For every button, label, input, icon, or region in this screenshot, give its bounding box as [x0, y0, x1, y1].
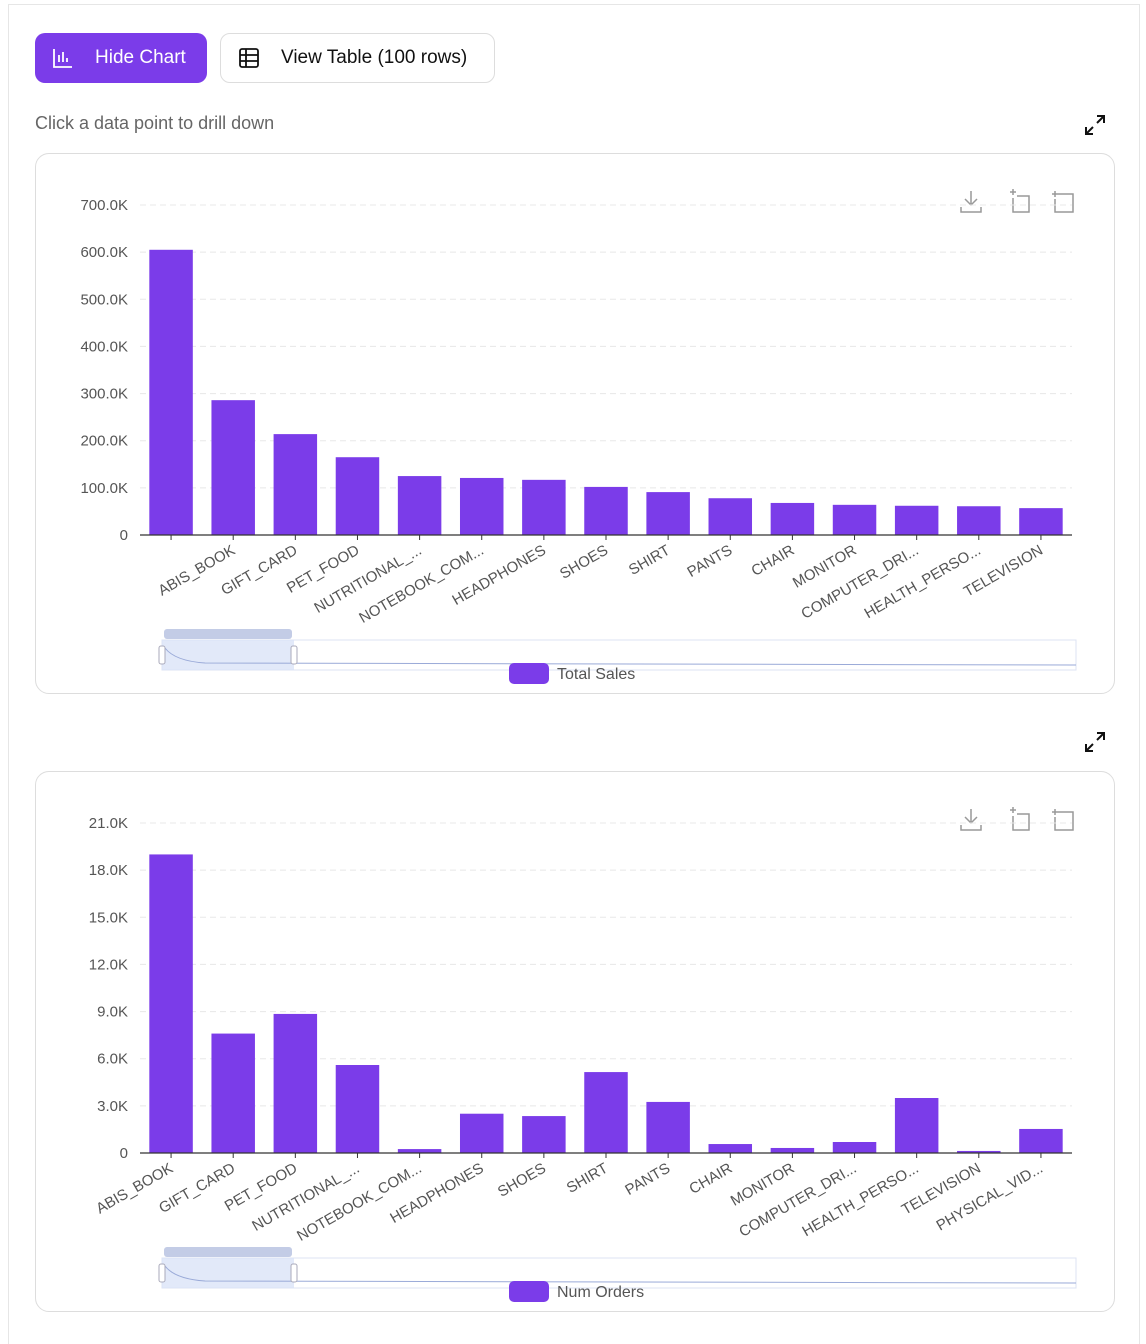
bar [957, 1150, 1001, 1153]
bar [397, 1149, 442, 1153]
bar [832, 504, 877, 535]
bar [770, 1147, 815, 1153]
bar [646, 1101, 690, 1153]
zoom-handle [158, 1263, 166, 1283]
view-table-button[interactable]: View Table (100 rows) [220, 33, 495, 83]
y-tick-label: 3.0K [97, 1098, 128, 1115]
x-tick-label: PANTS [684, 542, 735, 581]
x-tick-label: PHYSICAL_VID... [933, 1160, 1045, 1235]
x-tick-label: SHOES [495, 1160, 549, 1201]
bar [522, 1116, 566, 1153]
bar [459, 1113, 504, 1153]
bar [708, 498, 753, 535]
y-tick-label: 700.0K [80, 197, 128, 214]
y-tick-label: 0 [120, 1145, 128, 1162]
x-tick-label: HEALTH_PERSO... [799, 1160, 921, 1240]
bar [770, 502, 815, 535]
y-tick-label: 18.0K [89, 862, 128, 879]
bar [1019, 1128, 1063, 1153]
y-tick-label: 300.0K [80, 386, 128, 403]
x-tick-label: COMPUTER_DRI... [736, 1160, 859, 1241]
bar [1019, 508, 1063, 535]
x-tick-label: PANTS [622, 1160, 673, 1199]
legend-label: Num Orders [557, 1284, 644, 1301]
zoom-slider-grip [164, 629, 292, 639]
hint-text: Click a data point to drill down [35, 113, 275, 133]
zoom-slider-preview [164, 1265, 1077, 1284]
y-tick-label: 9.0K [97, 1004, 128, 1021]
bar [832, 1142, 877, 1153]
zoom-slider-window [162, 1258, 294, 1288]
bar [273, 1013, 318, 1153]
hide-chart-button[interactable]: Hide Chart [35, 33, 207, 83]
zoom-slider-grip [164, 1247, 292, 1257]
zoom-slider-window [162, 640, 294, 670]
x-tick-label: SHOES [557, 542, 611, 583]
y-tick-label: 0 [120, 527, 128, 544]
bar [397, 476, 442, 535]
frame [8, 4, 1140, 1344]
bar [584, 1072, 628, 1153]
chart: 0 100.0K 200.0K 300.0K 400.0K 500.0K 600.0K 700… [80, 189, 1077, 684]
reset-icon[interactable] [1052, 809, 1074, 831]
x-tick-label: SHIRT [564, 1160, 611, 1197]
bar [459, 477, 504, 535]
bar [522, 479, 566, 535]
toolbox [960, 189, 1074, 213]
zoom-icon[interactable] [1010, 807, 1030, 831]
y-tick-label: 100.0K [80, 480, 128, 497]
bar [149, 854, 193, 1153]
y-tick-label: 400.0K [80, 338, 128, 355]
x-tick-label: SHIRT [626, 542, 673, 579]
y-tick-label: 500.0K [80, 291, 128, 308]
zoom-handle [158, 645, 166, 665]
view-table-label: View Table (100 rows) [281, 47, 468, 68]
bar [708, 1144, 753, 1153]
bar [335, 457, 380, 535]
legend-swatch [509, 663, 549, 684]
zoom-icon[interactable] [1010, 189, 1030, 213]
bar [894, 505, 939, 535]
y-tick-label: 21.0K [89, 815, 128, 832]
zoom-handle [290, 1263, 298, 1283]
bar [894, 1098, 939, 1153]
download-icon[interactable] [960, 809, 982, 831]
bar [335, 1065, 380, 1153]
download-icon[interactable] [960, 191, 982, 213]
chart: 03.0K6.0K9.0K12.0K15.0K18.0K21.0KABIS_BO… [89, 807, 1077, 1302]
chart-card: 0 3.0K 6.0K 9.0K 12.0K 15.0K 18.0K 21.0K ABIS_BO… [35, 771, 1115, 1312]
bar [149, 249, 193, 535]
chart-card: 0 100.0K 200.0K 300.0K 400.0K 500.0K 600.0K 700… [35, 153, 1115, 694]
zoom-slider-preview [164, 647, 1077, 666]
bar [273, 434, 318, 535]
toolbox [960, 807, 1074, 831]
bar [957, 506, 1001, 535]
x-tick-label: HEALTH_PERSO... [861, 542, 983, 622]
legend-label: Total Sales [557, 666, 635, 683]
y-tick-label: 200.0K [80, 433, 128, 450]
x-tick-label: CHAIR [748, 542, 797, 580]
bar [211, 1033, 255, 1153]
table-icon [239, 48, 259, 68]
bar [584, 486, 628, 535]
y-tick-label: 6.0K [97, 1051, 128, 1068]
chart-icon [53, 49, 72, 68]
hide-chart-label: Hide Chart [95, 47, 186, 68]
legend-swatch [509, 1281, 549, 1302]
y-tick-label: 15.0K [89, 909, 128, 926]
bar [211, 400, 255, 535]
reset-icon[interactable] [1052, 191, 1074, 213]
y-tick-label: 12.0K [89, 956, 128, 973]
bar [646, 492, 690, 535]
zoom-handle [290, 645, 298, 665]
y-tick-label: 600.0K [80, 244, 128, 261]
expand-button[interactable] [1083, 113, 1107, 137]
x-tick-label: COMPUTER_DRI... [798, 542, 921, 623]
x-tick-label: CHAIR [686, 1160, 735, 1198]
expand-button[interactable] [1083, 730, 1107, 754]
